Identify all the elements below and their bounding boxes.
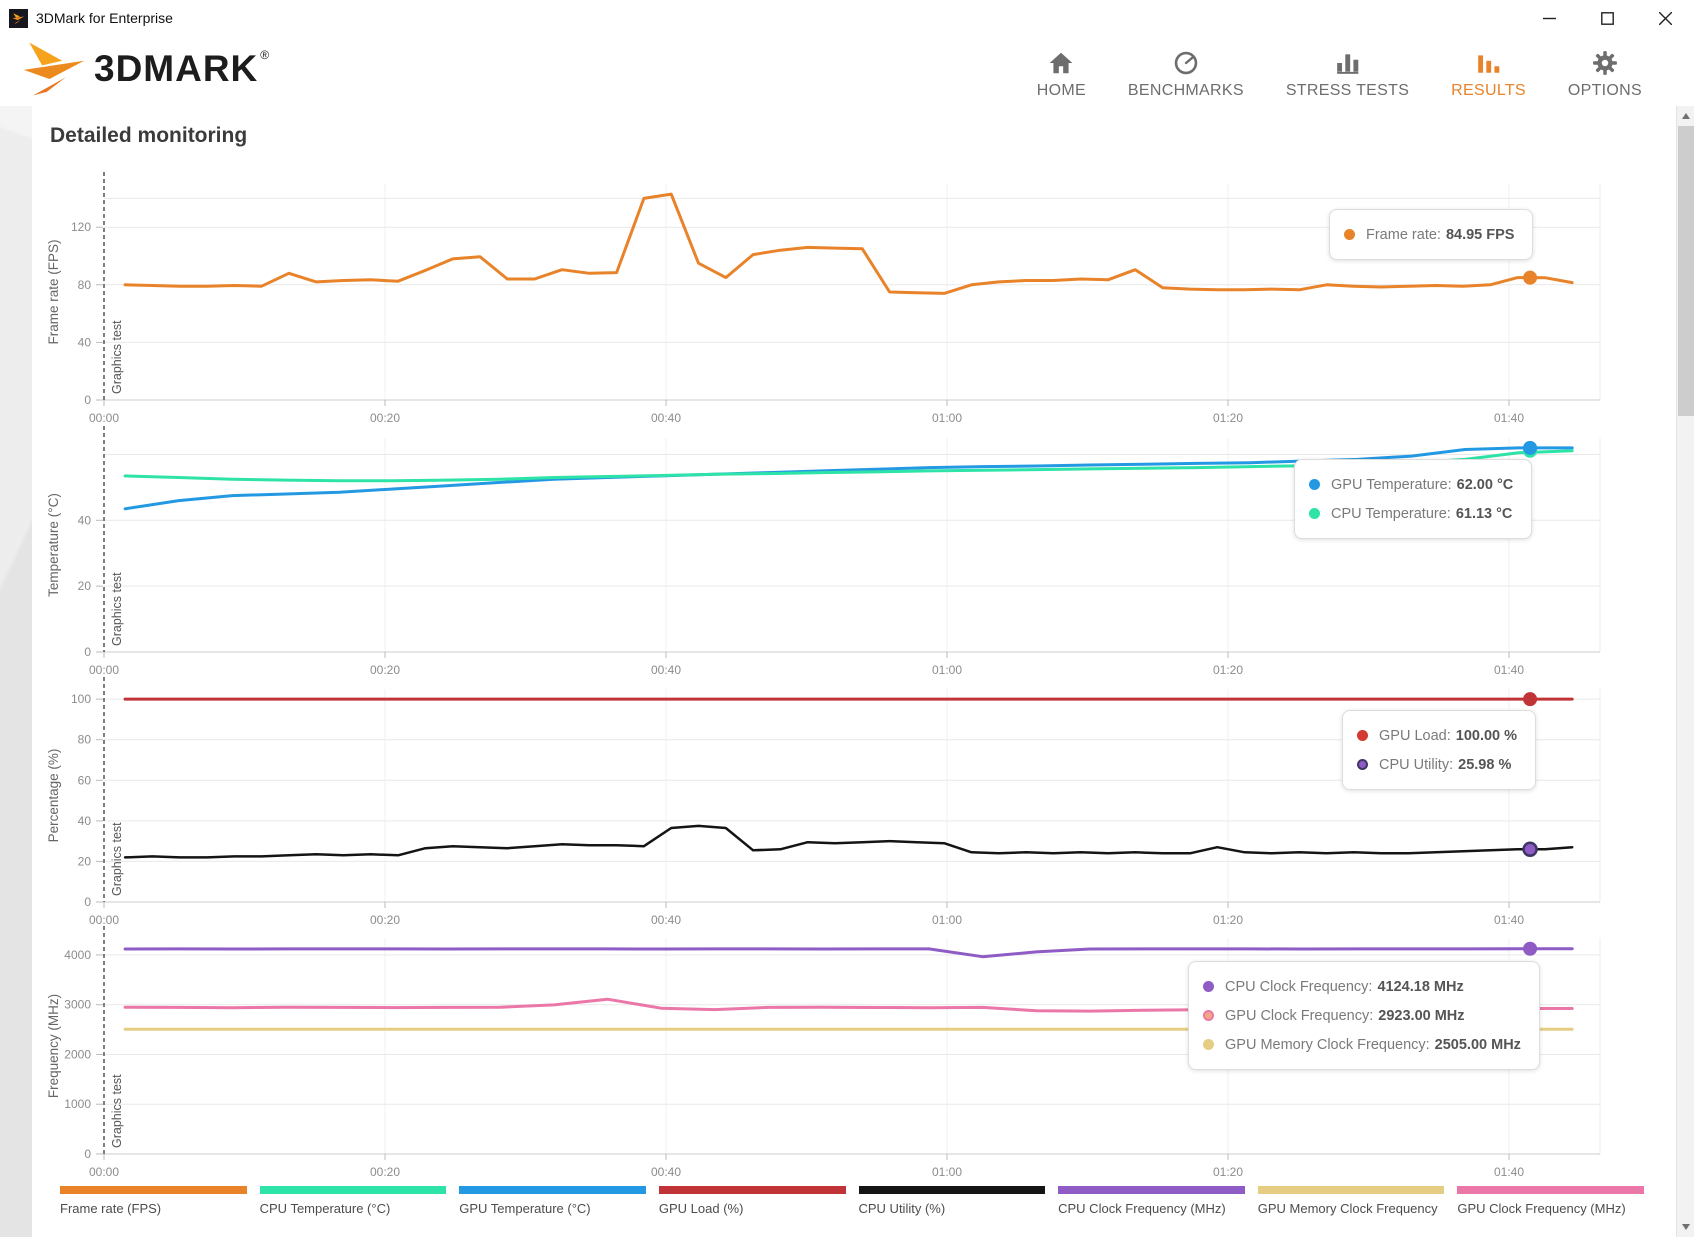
chart-tooltip: GPU Temperature: 62.00 °C CPU Temperature:… — [1294, 459, 1533, 539]
3dmark-logo: 3DMARK ® — [22, 40, 269, 98]
legend-item[interactable]: CPU Clock Frequency (MHz) — [1058, 1186, 1245, 1216]
nav-item-benchmarks[interactable]: BENCHMARKS — [1128, 50, 1244, 100]
tooltip-row: GPU Memory Clock Frequency: 2505.00 MHz — [1203, 1030, 1521, 1059]
legend-item[interactable]: CPU Temperature (°C) — [259, 1186, 447, 1216]
options-icon — [1593, 51, 1617, 75]
window-title: 3DMark for Enterprise — [36, 10, 173, 26]
tooltip-value: 100.00 % — [1455, 727, 1518, 744]
legend-item[interactable]: CPU Utility (%) — [858, 1186, 1046, 1216]
scrollbar-thumb[interactable] — [1678, 126, 1694, 416]
legend-swatch — [1257, 1186, 1445, 1194]
tooltip-label: Frame rate: — [1366, 226, 1441, 243]
legend-swatch — [858, 1186, 1046, 1194]
nav-label: RESULTS — [1451, 82, 1526, 99]
tooltip-value: 62.00 °C — [1456, 476, 1514, 493]
tooltip-row: CPU Clock Frequency: 4124.18 MHz — [1203, 972, 1521, 1001]
series-dot-icon — [1309, 479, 1320, 490]
tooltip-label: CPU Temperature: — [1331, 505, 1451, 522]
scroll-down-icon[interactable] — [1677, 1219, 1694, 1235]
legend-label: GPU Memory Clock Frequency — [1257, 1201, 1438, 1216]
nav-item-stress-tests[interactable]: STRESS TESTS — [1286, 50, 1409, 100]
minimize-button[interactable] — [1520, 0, 1578, 36]
tooltip-value: 4124.18 MHz — [1377, 978, 1464, 995]
series-dot-icon — [1203, 981, 1214, 992]
legend-label: GPU Clock Frequency (MHz) — [1457, 1201, 1626, 1216]
chart-tooltip: GPU Load: 100.00 % CPU Utility: 25.98 % — [1342, 710, 1537, 790]
tooltip-label: CPU Clock Frequency: — [1225, 978, 1373, 995]
legend-swatch — [60, 1186, 247, 1194]
legend-item[interactable]: GPU Load (%) — [658, 1186, 846, 1216]
legend-label: CPU Temperature (°C) — [259, 1201, 391, 1216]
series-dot-icon — [1309, 508, 1320, 519]
legend-item[interactable]: Frame rate (FPS) — [60, 1186, 247, 1216]
legend-swatch — [1058, 1186, 1245, 1194]
nav-label: STRESS TESTS — [1285, 82, 1410, 99]
tooltip-row: GPU Temperature: 62.00 °C — [1309, 470, 1513, 499]
legend-label: GPU Load (%) — [658, 1201, 744, 1216]
chart-tooltip: CPU Clock Frequency: 4124.18 MHz GPU Clock… — [1188, 961, 1540, 1070]
nav-item-options[interactable]: OPTIONS — [1568, 50, 1642, 100]
tooltip-row: GPU Clock Frequency: 2923.00 MHz — [1203, 1001, 1521, 1030]
3dmark-bird-icon — [23, 42, 85, 96]
legend-swatch — [259, 1186, 447, 1194]
scroll-up-icon[interactable] — [1677, 108, 1694, 124]
tooltip-label: GPU Load: — [1379, 727, 1451, 744]
vertical-scrollbar[interactable] — [1676, 106, 1694, 1237]
legend-label: Frame rate (FPS) — [60, 1201, 162, 1216]
tooltip-row: Frame rate: 84.95 FPS — [1344, 220, 1514, 249]
tooltip-value: 2923.00 MHz — [1378, 1007, 1465, 1024]
legend-swatch — [1457, 1186, 1644, 1194]
app-logo-icon — [9, 8, 28, 28]
nav-item-results[interactable]: RESULTS — [1451, 50, 1526, 100]
stress-tests-icon — [1336, 54, 1358, 74]
app-header: 3DMARK ® HOME BENCHMARKS — [0, 36, 1694, 106]
brand-wordmark: 3DMARK — [94, 48, 259, 89]
titlebar: 3DMark for Enterprise — [0, 0, 1694, 36]
maximize-button[interactable] — [1578, 0, 1636, 36]
legend-label: CPU Utility (%) — [858, 1201, 946, 1216]
tooltip-label: GPU Temperature: — [1331, 476, 1452, 493]
nav-label: BENCHMARKS — [1127, 82, 1244, 99]
tooltip-row: CPU Utility: 25.98 % — [1357, 750, 1517, 779]
legend-item[interactable]: GPU Temperature (°C) — [459, 1186, 646, 1216]
series-dot-icon — [1203, 1039, 1214, 1050]
series-dot-icon — [1344, 229, 1355, 240]
legend-item[interactable]: GPU Memory Clock Frequency — [1257, 1186, 1445, 1216]
legend-label: CPU Clock Frequency (MHz) — [1058, 1201, 1226, 1216]
tooltip-row: CPU Temperature: 61.13 °C — [1309, 499, 1513, 528]
series-dot-icon — [1357, 730, 1368, 741]
tooltip-row: GPU Load: 100.00 % — [1357, 721, 1517, 750]
tooltip-label: GPU Clock Frequency: — [1225, 1007, 1374, 1024]
tooltip-label: CPU Utility: — [1379, 756, 1454, 773]
series-dot-icon — [1357, 759, 1368, 770]
series-dot-icon — [1203, 1010, 1214, 1021]
nav-label: OPTIONS — [1567, 82, 1642, 99]
legend-item[interactable]: GPU Clock Frequency (MHz) — [1457, 1186, 1644, 1216]
tooltip-value: 84.95 FPS — [1445, 226, 1515, 243]
legend-label: GPU Temperature (°C) — [459, 1201, 591, 1216]
results-icon — [1477, 55, 1499, 73]
page-title: Detailed monitoring — [50, 124, 248, 147]
nav-item-home[interactable]: HOME — [1037, 50, 1086, 100]
close-button[interactable] — [1636, 0, 1694, 36]
tooltip-value: 25.98 % — [1458, 756, 1512, 773]
registered-mark: ® — [260, 48, 270, 62]
tooltip-value: 2505.00 MHz — [1434, 1036, 1521, 1053]
legend-swatch — [459, 1186, 646, 1194]
chart-tooltip: Frame rate: 84.95 FPS — [1329, 209, 1534, 260]
tooltip-label: GPU Memory Clock Frequency: — [1225, 1036, 1430, 1053]
nav-label: HOME — [1036, 82, 1086, 99]
home-icon — [1049, 52, 1073, 74]
main-nav: HOME BENCHMARKS STRESS TESTS — [1037, 36, 1642, 106]
benchmarks-icon — [1174, 51, 1198, 75]
legend-swatch — [658, 1186, 846, 1194]
tooltip-value: 61.13 °C — [1455, 505, 1513, 522]
chart-legend: Frame rate (FPS) CPU Temperature (°C) GPU … — [60, 1186, 1644, 1216]
